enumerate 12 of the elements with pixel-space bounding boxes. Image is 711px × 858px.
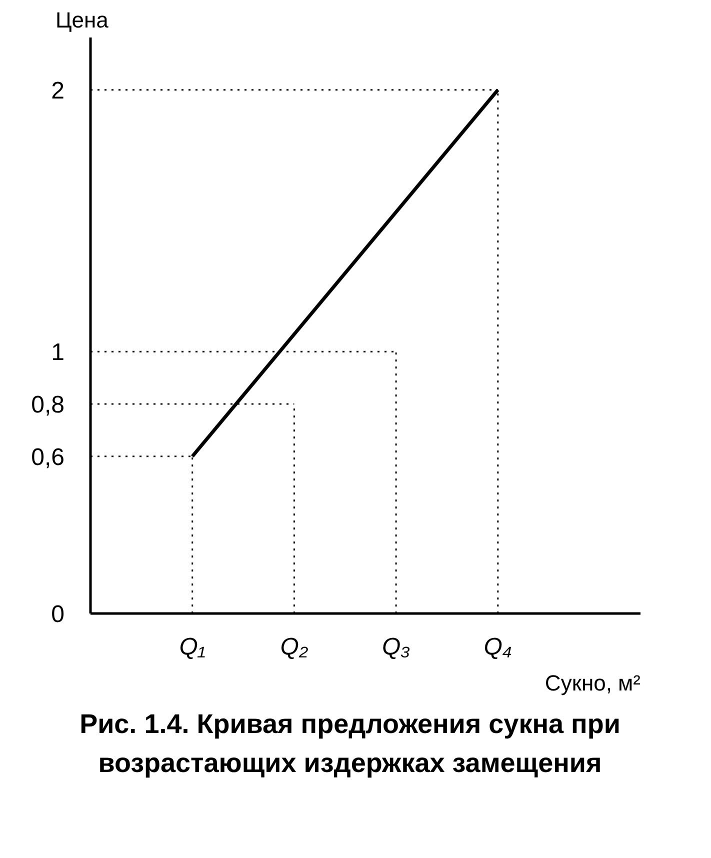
- x-tick-label: Q₄: [484, 634, 512, 660]
- y-tick-label: 0,6: [31, 444, 65, 471]
- y-tick-label: 0,8: [31, 392, 65, 419]
- y-tick-label: 0: [51, 601, 65, 628]
- text: Рис. 1.4. Кривая предложения сукна при возрастающих издержках замещения: [78, 708, 622, 780]
- y-axis-title: Цена: [56, 8, 110, 32]
- x-tick-label: Q₁: [179, 634, 206, 660]
- x-tick-label: Q₂: [280, 634, 308, 660]
- x-tick-label: Q₃: [382, 634, 410, 660]
- x-axis-title: Сукно, м²: [544, 670, 641, 696]
- y-tick-label: 1: [51, 339, 65, 366]
- y-tick-label: 2: [51, 77, 65, 104]
